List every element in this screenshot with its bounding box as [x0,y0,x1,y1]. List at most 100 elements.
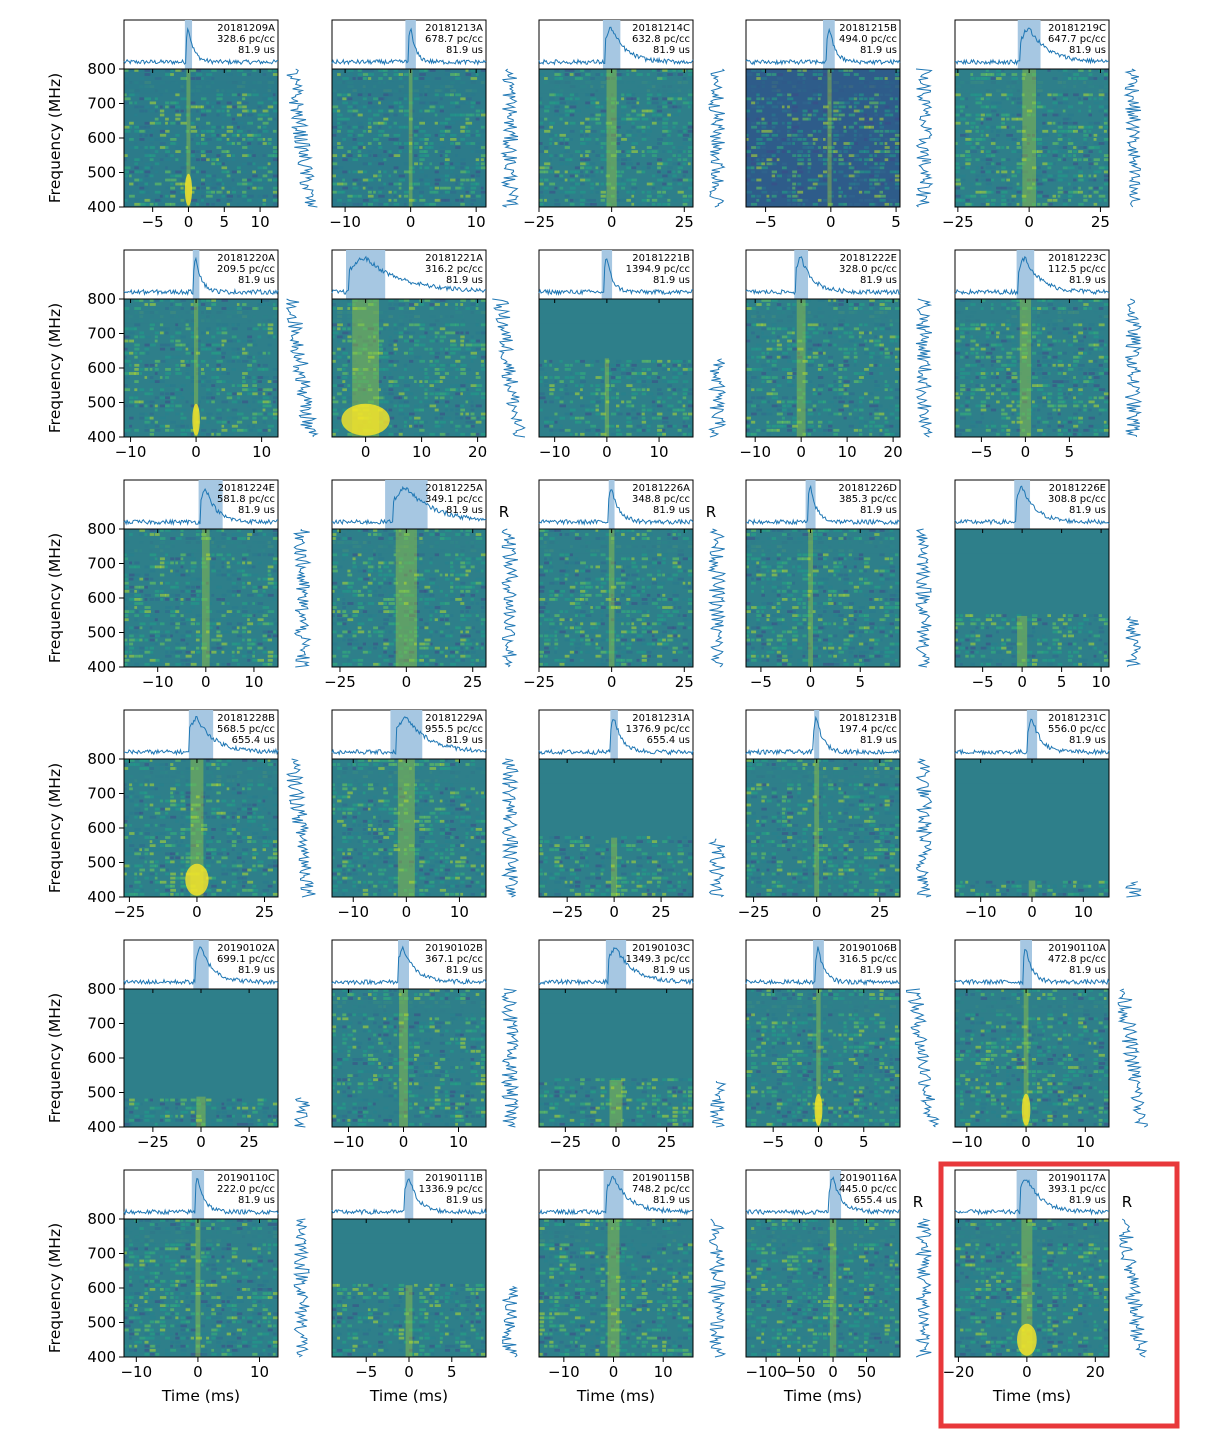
dm-label: 112.5 pc/cc [1048,264,1106,275]
pulse-profile [123,946,279,986]
burst-streak [193,299,199,437]
x-tick-label: 0 [602,443,612,461]
x-axis-label: Time (ms) [992,1387,1071,1405]
burst-streak [201,529,210,667]
y-tick-label: 400 [87,198,116,216]
y-tick-label: 800 [87,980,116,998]
time-resolution-label: 81.9 us [238,45,275,56]
y-tick-label: 500 [87,164,116,182]
burst-id: 20190117A [1048,1173,1106,1184]
burst-streak [186,69,191,207]
dm-label: 748.2 pc/cc [632,1184,690,1195]
burst-streak [609,1080,623,1127]
time-resolution-label: 81.9 us [653,45,690,56]
burst-id: 20181220A [217,253,275,264]
spectrum-profile [501,1286,519,1358]
burst-streak [607,1219,620,1357]
burst-id: 20181209A [217,23,275,34]
x-tick-label: 0 [611,1133,621,1151]
dm-label: 393.1 pc/cc [1048,1184,1106,1195]
x-tick-label: 0 [184,213,194,231]
dm-label: 699.1 pc/cc [217,954,275,965]
y-tick-label: 500 [87,624,116,642]
pulse-profile [538,258,693,297]
y-axis-label: Frequency (MHz) [46,73,64,203]
x-axis-label: Time (ms) [783,1387,862,1405]
pulse-profile [331,1178,487,1216]
pulse-profile [538,947,694,986]
spectrum-profile [1125,881,1142,898]
time-resolution-label: 81.9 us [653,965,690,976]
x-tick-label: 10 [838,443,857,461]
spectrum-profile [500,988,520,1128]
pulse-profile [538,718,694,756]
burst-id: 20181231A [632,713,690,724]
x-tick-label: −10 [965,903,997,921]
x-tick-label: −5 [750,673,772,691]
time-resolution-label: 81.9 us [1069,965,1106,976]
x-tick-label: −25 [738,903,770,921]
burst-id: 20181223C [1048,253,1106,264]
x-tick-label: −100 [745,1363,786,1381]
waterfall [955,69,1109,207]
x-tick-label: 20 [468,443,487,461]
waterfall [746,69,900,207]
burst-streak [190,759,204,897]
time-resolution-label: 81.9 us [1069,1195,1106,1206]
x-tick-label: 0 [1021,443,1031,461]
burst-streak [604,358,609,437]
y-tick-label: 400 [87,1348,116,1366]
x-tick-label: 25 [675,673,694,691]
waterfall [539,759,693,897]
time-resolution-label: 81.9 us [446,505,483,516]
repeater-mark: R [706,503,716,521]
x-tick-label: 0 [812,903,822,921]
burst-id: 20181226D [838,483,897,494]
time-resolution-label: 81.9 us [1069,735,1106,746]
burst-window [813,940,824,989]
spectrum-profile [707,1218,727,1358]
dm-label: 385.3 pc/cc [839,494,897,505]
x-tick-label: 20 [884,443,903,461]
x-tick-label: −25 [114,903,146,921]
spectrum-profile [905,988,940,1128]
y-tick-label: 700 [87,555,116,573]
burst-streak [195,1219,201,1357]
profile-frame [123,19,279,70]
burst-window [198,480,223,529]
x-tick-label: 5 [891,213,901,231]
waterfall [332,1219,486,1357]
x-tick-label: −25 [523,673,555,691]
pulse-profile [123,27,279,66]
dm-label: 472.8 pc/cc [1048,954,1106,965]
waterfall [955,1219,1109,1357]
y-tick-label: 600 [87,1049,116,1067]
spectrum-profile [1125,298,1143,438]
time-resolution-label: 655.4 us [647,735,690,746]
burst-streak [405,1285,413,1357]
pulse-profile [331,255,487,295]
time-resolution-label: 81.9 us [446,965,483,976]
x-tick-label: 10 [1092,673,1111,691]
x-tick-label: 10 [1076,1133,1095,1151]
dm-label: 222.0 pc/cc [217,1184,275,1195]
x-tick-label: −10 [329,213,361,231]
spectrum-profile [1118,1218,1149,1358]
y-tick-label: 400 [87,428,116,446]
burst-streak [408,69,413,207]
time-resolution-label: 81.9 us [238,1195,275,1206]
waterfall [332,759,486,897]
spectrum-profile [914,528,932,668]
burst-bright-region [1017,1323,1037,1356]
x-tick-label: −10 [739,443,771,461]
waterfall [746,299,900,437]
x-tick-label: 50 [857,1363,876,1381]
